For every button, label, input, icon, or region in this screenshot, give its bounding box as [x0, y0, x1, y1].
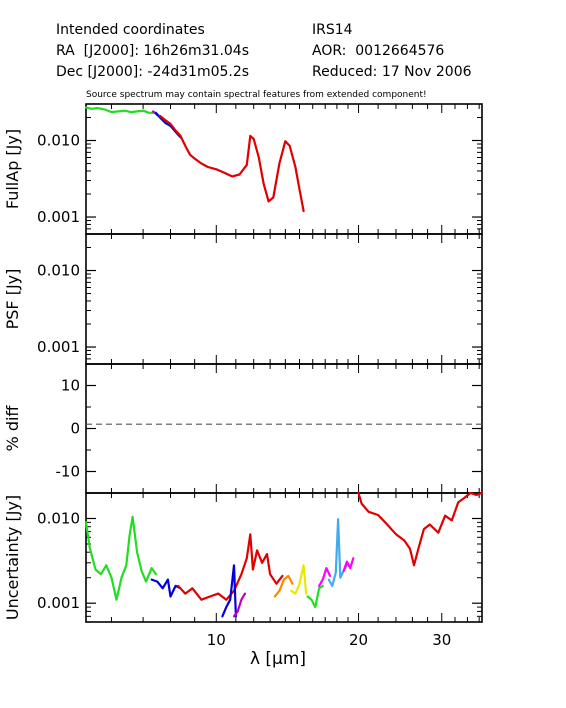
y-tick-label: 0.001 — [37, 594, 80, 612]
series-line — [84, 106, 156, 114]
series-line — [150, 578, 182, 598]
y-tick-label: 0.010 — [37, 262, 80, 280]
y-axis-label: % diff — [3, 405, 22, 452]
y-axis-label: Uncertainty [Jy] — [3, 495, 22, 620]
x-tick-label: 20 — [349, 631, 368, 649]
series-line — [342, 557, 355, 573]
x-axis-label: λ [μm] — [250, 649, 306, 669]
x-tick-label: 30 — [432, 631, 451, 649]
panel-frame — [85, 492, 483, 623]
series-line — [327, 518, 348, 588]
coord-title: Intended coordinates — [56, 22, 205, 38]
series-line — [177, 533, 284, 601]
y-axis-label: PSF [Jy] — [3, 269, 22, 330]
object-name: IRS14 — [312, 22, 353, 38]
y-tick-label: 10 — [61, 377, 80, 395]
series-line — [221, 564, 237, 618]
dec-label: Dec [J2000]: -24d31m05.2s — [56, 64, 250, 80]
reduced-date: Reduced: 17 Nov 2006 — [312, 64, 472, 80]
y-tick-label: 0.001 — [37, 338, 80, 356]
x-tick-label: 10 — [207, 631, 226, 649]
y-tick-label: 0 — [70, 420, 80, 438]
y-tick-label: 0.010 — [37, 132, 80, 150]
series-line — [232, 592, 247, 618]
ra-label: RA [J2000]: 16h26m31.04s — [56, 43, 249, 59]
series-line — [357, 491, 484, 567]
series-line — [84, 515, 157, 601]
panel-frame — [85, 103, 483, 235]
y-tick-label: 0.010 — [37, 509, 80, 527]
panel-frame — [85, 233, 483, 365]
series-line — [290, 564, 308, 595]
panel-frame — [85, 363, 483, 494]
y-tick-label: 0.001 — [37, 208, 80, 226]
series-line — [158, 114, 305, 213]
series-line — [273, 574, 294, 598]
series-line — [318, 566, 332, 588]
series-line — [306, 584, 324, 609]
aor-label: AOR: 0012664576 — [312, 43, 445, 59]
extended-warning: Source spectrum may contain spectral fea… — [86, 90, 427, 100]
y-axis-label: FullAp [Jy] — [3, 129, 22, 209]
y-tick-label: -10 — [56, 463, 81, 481]
